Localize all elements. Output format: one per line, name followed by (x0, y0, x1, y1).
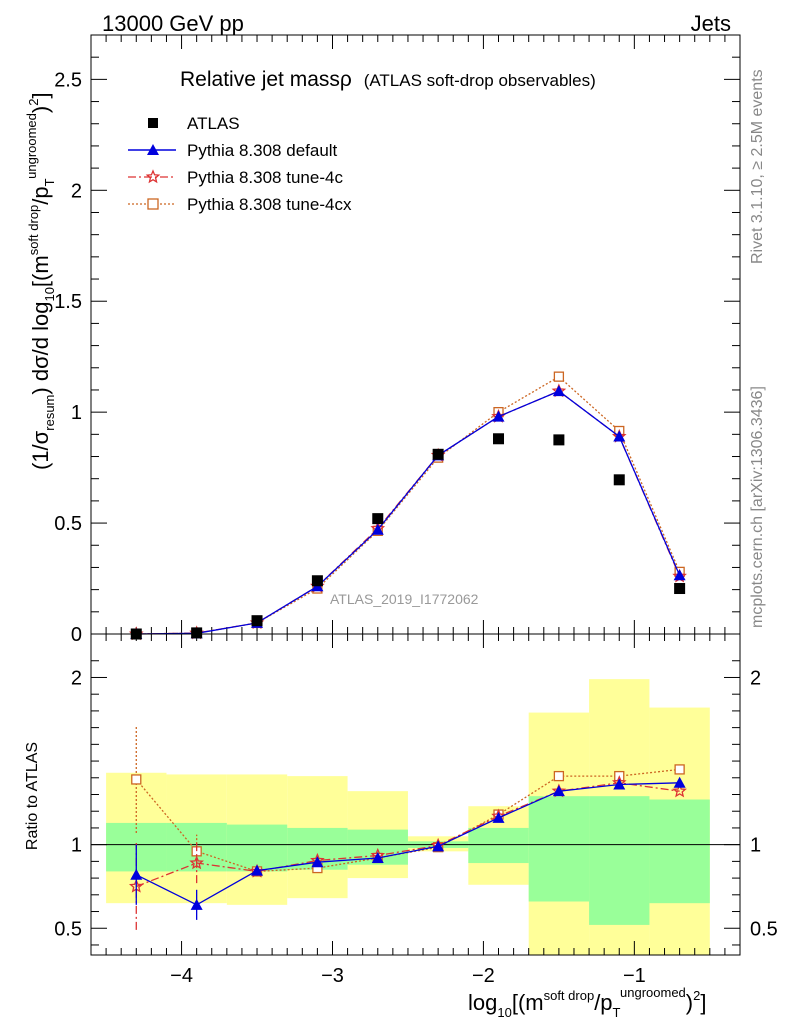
main-ylabel: (1/σresum) dσ/d log10[(msoft drop/pTungr… (24, 92, 57, 470)
band-green (468, 827, 529, 864)
ratio-point-1 (189, 855, 204, 870)
legend: ATLAS Pythia 8.308 default Pythia 8.308 … (128, 114, 352, 214)
legend-marker-atlas (148, 118, 158, 128)
atlas-point (191, 627, 203, 639)
atlas-point (311, 575, 323, 587)
band-green (528, 796, 590, 902)
analysis-watermark: ATLAS_2019_I1772062 (330, 591, 479, 607)
ratio-point-2 (674, 764, 685, 775)
rivet-label: Rivet 3.1.10, ≥ 2.5M events (749, 69, 766, 264)
chart-title-main: Relative jet massρ (180, 68, 352, 91)
atlas-point (493, 433, 505, 445)
chart-title-sub: (ATLAS soft-drop observables) (364, 71, 596, 90)
series-line-1 (136, 390, 681, 635)
atlas-point (553, 434, 565, 446)
series-point-1 (492, 410, 505, 422)
y-tick-label: 0.5 (54, 513, 82, 535)
band-green (226, 824, 288, 872)
ratio-point-2 (553, 770, 565, 782)
ratio-y-tick-label: 0.5 (54, 918, 82, 940)
process-label: Jets (691, 11, 731, 36)
legend-item-tune4cx: Pythia 8.308 tune-4cx (128, 195, 352, 214)
atlas-point (613, 474, 625, 486)
band-green (649, 799, 710, 904)
x-tick-label: −1 (623, 965, 646, 987)
ratio-y-tick-label: 1 (71, 835, 82, 857)
y-tick-label: 0 (71, 624, 82, 646)
legend-label-default: Pythia 8.308 default (187, 141, 338, 160)
legend-item-tune4c: Pythia 8.308 tune-4c (128, 168, 343, 187)
ratio-point-2 (131, 774, 142, 785)
mcplots-label: mcplots.cern.ch [arXiv:1306.3436] (749, 386, 766, 628)
ratio-point-0 (673, 776, 686, 788)
ratio-point-0 (371, 852, 384, 864)
y-tick-label: 2 (71, 180, 82, 202)
y-tick-label: 2.5 (54, 69, 82, 91)
atlas-point (372, 513, 384, 525)
x-tick-label: −3 (321, 965, 344, 987)
legend-label-tune4cx: Pythia 8.308 tune-4cx (187, 195, 352, 214)
ratio-point-0 (130, 868, 143, 880)
ratio-y-tick-label-right: 1 (750, 835, 761, 857)
legend-item-atlas: ATLAS (148, 114, 240, 133)
band-green (589, 796, 650, 925)
legend-item-default: Pythia 8.308 default (128, 141, 338, 160)
chart-title: Relative jet massρ (ATLAS soft-drop obse… (180, 68, 596, 91)
series-point-1 (673, 569, 686, 581)
legend-marker-default (147, 144, 159, 155)
x-axis-label: log10[(msoft drop/pTungroomed)2] (468, 985, 706, 1020)
atlas-point (251, 615, 263, 627)
ratio-y-tick-label-right: 2 (750, 667, 761, 689)
ratio-point-0 (311, 856, 324, 868)
ratio-point-0 (492, 811, 505, 823)
energy-label: 13000 GeV pp (102, 11, 244, 36)
atlas-point (674, 583, 686, 595)
legend-marker-tune4cx (147, 198, 159, 210)
ratio-panel: −4 −3 −2 −1 0.5 0.5 1 1 2 2 (54, 35, 778, 987)
x-tick-label: −2 (472, 965, 495, 987)
ratio-line-0 (136, 782, 680, 906)
ratio-point-0 (190, 898, 203, 910)
ratio-line-1 (136, 782, 680, 888)
ratio-point-0 (251, 864, 264, 876)
ratio-point-0 (432, 840, 445, 852)
ratio-point-1 (672, 783, 687, 798)
ratio-point-0 (552, 785, 565, 797)
ratio-y-tick-label-right: 0.5 (750, 918, 778, 940)
legend-label-atlas: ATLAS (187, 114, 240, 133)
series-point-3 (553, 371, 565, 382)
atlas-point (432, 448, 444, 460)
x-tick-label: −4 (170, 965, 193, 987)
legend-label-tune4c: Pythia 8.308 tune-4c (187, 168, 343, 187)
series-point-1 (613, 430, 626, 442)
ratio-y-tick-label: 2 (71, 667, 82, 689)
series-point-1 (371, 523, 384, 535)
y-tick-label: 1.5 (54, 291, 82, 313)
ratio-ylabel: Ratio to ATLAS (24, 742, 41, 850)
y-tick-label: 1 (71, 402, 82, 424)
ratio-point-0 (613, 778, 626, 790)
series-point-1 (552, 385, 565, 397)
legend-marker-tune4c (145, 169, 161, 184)
